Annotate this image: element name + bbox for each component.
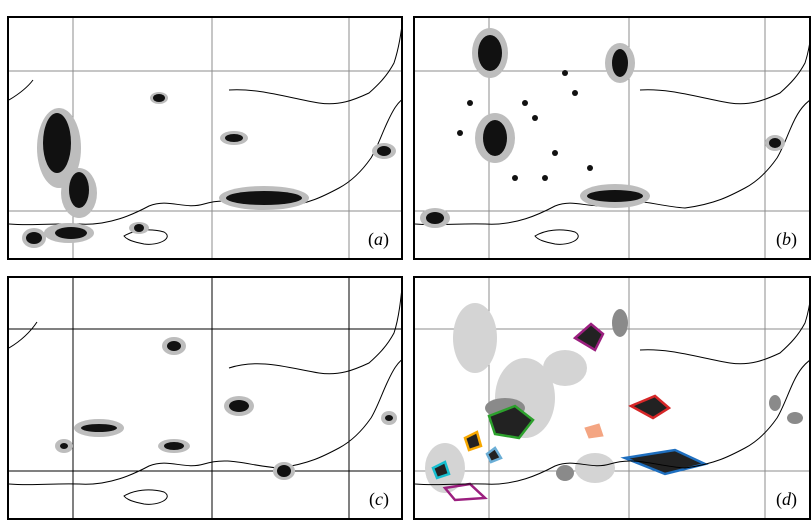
panel-label-c: (c): [369, 489, 389, 509]
map-panel-b: (b): [413, 16, 811, 260]
map-panel-a: (a): [7, 16, 403, 260]
map-panel-d: (d): [413, 276, 811, 520]
coastline: [9, 292, 401, 505]
map-b-svg: [415, 18, 809, 258]
grid-lines: [9, 278, 401, 518]
map-d-svg: [415, 278, 809, 518]
cluster-cores: [60, 341, 393, 477]
map-a-svg: [9, 18, 401, 258]
cluster-halos: [22, 92, 396, 248]
cluster-cores: [26, 94, 391, 244]
cluster-cores: [426, 35, 781, 224]
cluster-halos: [55, 337, 397, 480]
coastline: [415, 44, 809, 245]
panel-label-a: (a): [368, 229, 389, 249]
panel-label-d: (d): [776, 489, 797, 509]
panel-label-b: (b): [776, 229, 797, 249]
map-c-svg: [9, 278, 401, 518]
map-panel-c: (c): [7, 276, 403, 520]
coastline: [415, 304, 809, 486]
